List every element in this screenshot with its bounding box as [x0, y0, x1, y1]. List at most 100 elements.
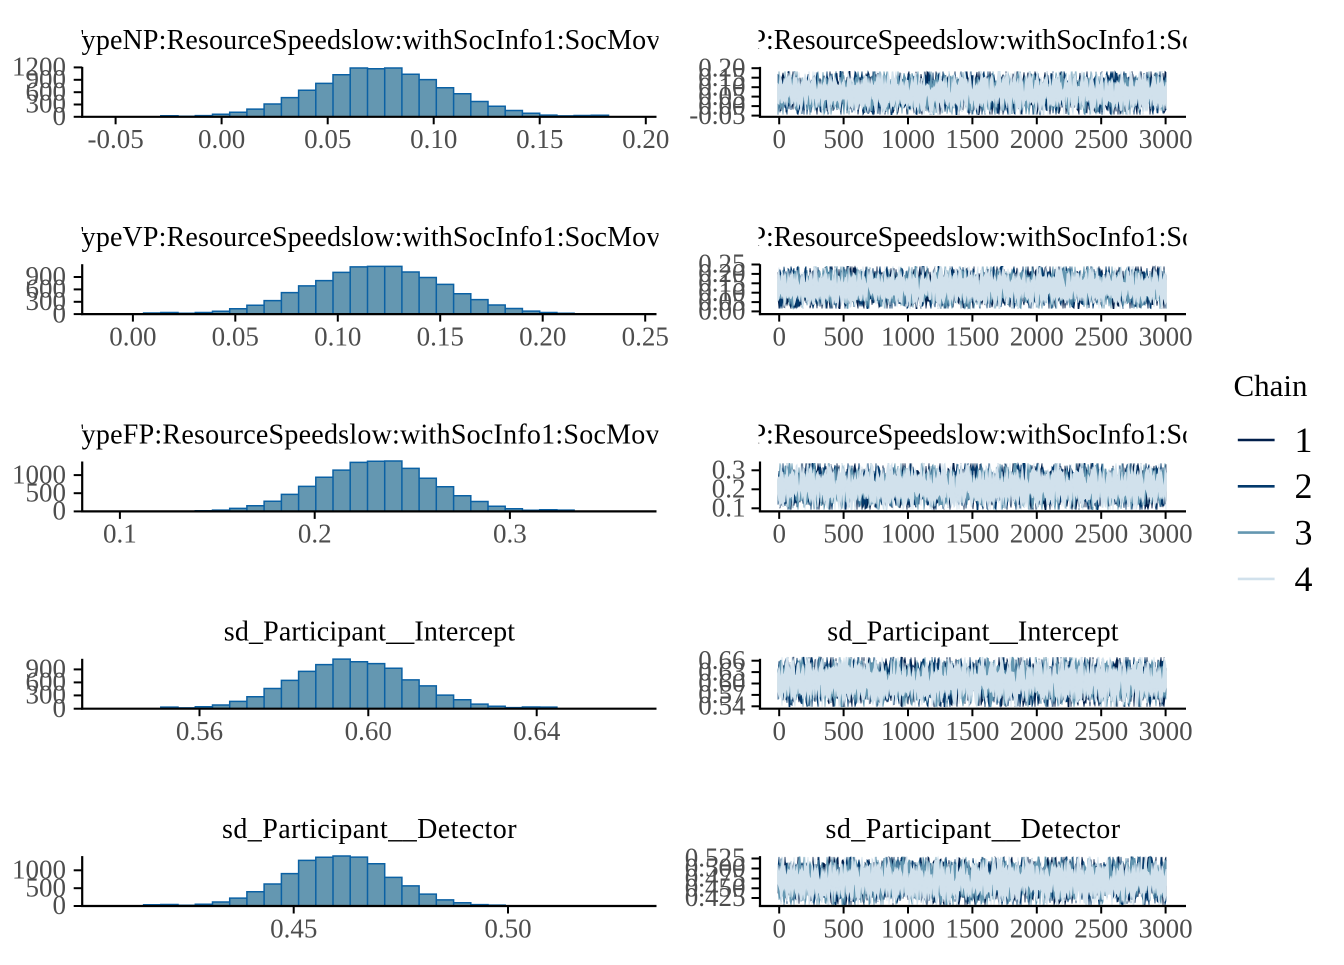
svg-text:0.10: 0.10	[698, 277, 745, 307]
svg-text:0.525: 0.525	[685, 843, 746, 873]
svg-text:0.60: 0.60	[345, 716, 392, 746]
svg-text:2500: 2500	[1074, 913, 1128, 943]
svg-text:b_TrialTypeFP:ResourceSpeedslo: b_TrialTypeFP:ResourceSpeedslow:withSocI…	[598, 419, 1287, 450]
svg-text:0.15: 0.15	[698, 62, 745, 92]
svg-text:900: 900	[26, 654, 67, 684]
svg-text:2000: 2000	[1010, 716, 1064, 746]
svg-text:1000: 1000	[881, 519, 935, 549]
svg-text:0.15: 0.15	[417, 321, 464, 351]
svg-text:2000: 2000	[1010, 321, 1064, 351]
svg-text:3: 3	[1295, 513, 1313, 553]
svg-text:b_TrialTypeVP:ResourceSpeedslo: b_TrialTypeVP:ResourceSpeedslow:withSocI…	[594, 222, 1288, 253]
svg-text:600: 600	[26, 76, 67, 106]
svg-text:1500: 1500	[945, 321, 999, 351]
svg-text:0.20: 0.20	[622, 124, 669, 154]
svg-text:0.20: 0.20	[698, 258, 745, 288]
svg-text:b_TrialTypeNP:ResourceSpeedslo: b_TrialTypeNP:ResourceSpeedslow:withSocI…	[594, 25, 1288, 56]
svg-text:0.05: 0.05	[698, 81, 745, 111]
svg-text:2: 2	[1295, 466, 1313, 506]
svg-text:0.25: 0.25	[698, 249, 745, 279]
svg-text:0.425: 0.425	[685, 882, 746, 912]
svg-text:sd_Participant__Intercept: sd_Participant__Intercept	[827, 617, 1119, 648]
svg-text:1000: 1000	[881, 913, 935, 943]
svg-text:0.00: 0.00	[109, 321, 156, 351]
svg-text:2000: 2000	[1010, 519, 1064, 549]
svg-text:0.54: 0.54	[698, 691, 746, 721]
svg-text:0: 0	[53, 693, 67, 723]
svg-text:0.20: 0.20	[698, 52, 745, 82]
svg-text:0.57: 0.57	[698, 679, 745, 709]
svg-text:1: 1	[1295, 420, 1313, 460]
svg-text:0.10: 0.10	[410, 124, 457, 154]
svg-text:2500: 2500	[1074, 124, 1128, 154]
svg-text:0.500: 0.500	[685, 853, 746, 883]
svg-text:2500: 2500	[1074, 321, 1128, 351]
svg-text:sd_Participant__Intercept: sd_Participant__Intercept	[224, 617, 516, 648]
svg-text:0.1: 0.1	[103, 519, 137, 549]
svg-text:0: 0	[772, 519, 786, 549]
svg-text:0.60: 0.60	[698, 668, 745, 698]
svg-text:2500: 2500	[1074, 716, 1128, 746]
svg-text:Chain: Chain	[1233, 368, 1308, 403]
svg-text:0.45: 0.45	[270, 913, 317, 943]
svg-text:1500: 1500	[945, 913, 999, 943]
svg-text:-0.05: -0.05	[87, 124, 143, 154]
svg-text:900: 900	[26, 261, 67, 291]
svg-text:600: 600	[26, 274, 67, 304]
svg-text:0.63: 0.63	[698, 656, 745, 686]
svg-text:b_TrialTypeNP:ResourceSpeedslo: b_TrialTypeNP:ResourceSpeedslow:withSocI…	[0, 25, 687, 56]
svg-text:3000: 3000	[1139, 321, 1193, 351]
svg-text:0: 0	[772, 321, 786, 351]
svg-text:0.10: 0.10	[698, 71, 745, 101]
svg-text:1000: 1000	[881, 321, 935, 351]
svg-text:0.450: 0.450	[685, 873, 746, 903]
svg-text:0.25: 0.25	[622, 321, 669, 351]
svg-text:0.05: 0.05	[212, 321, 259, 351]
svg-text:500: 500	[823, 124, 864, 154]
svg-text:0.56: 0.56	[176, 716, 223, 746]
svg-text:0.00: 0.00	[198, 124, 245, 154]
svg-text:0.475: 0.475	[685, 863, 746, 893]
svg-text:3000: 3000	[1139, 519, 1193, 549]
svg-text:0.2: 0.2	[298, 519, 332, 549]
svg-text:0.15: 0.15	[516, 124, 563, 154]
svg-text:500: 500	[26, 872, 67, 902]
svg-text:0.20: 0.20	[519, 321, 566, 351]
svg-text:0.66: 0.66	[698, 645, 745, 675]
svg-text:-0.05: -0.05	[689, 100, 745, 130]
svg-text:0: 0	[53, 496, 67, 526]
svg-text:0.05: 0.05	[698, 286, 745, 316]
svg-text:500: 500	[823, 321, 864, 351]
svg-text:0.50: 0.50	[484, 913, 531, 943]
svg-text:500: 500	[823, 913, 864, 943]
svg-text:0: 0	[772, 716, 786, 746]
svg-text:1000: 1000	[12, 459, 66, 489]
svg-text:0.3: 0.3	[712, 455, 746, 485]
svg-text:300: 300	[26, 89, 67, 119]
svg-text:sd_Participant__Detector: sd_Participant__Detector	[222, 814, 517, 845]
svg-text:0: 0	[53, 890, 67, 920]
svg-text:0.64: 0.64	[513, 716, 561, 746]
svg-text:4: 4	[1295, 559, 1313, 599]
svg-text:900: 900	[26, 64, 67, 94]
svg-text:1500: 1500	[945, 124, 999, 154]
svg-text:1000: 1000	[12, 855, 66, 885]
svg-text:1500: 1500	[945, 716, 999, 746]
svg-text:1000: 1000	[881, 716, 935, 746]
svg-text:500: 500	[823, 716, 864, 746]
svg-text:0: 0	[772, 124, 786, 154]
svg-text:0.00: 0.00	[698, 90, 745, 120]
svg-text:1000: 1000	[881, 124, 935, 154]
svg-text:0.1: 0.1	[712, 493, 746, 523]
svg-text:3000: 3000	[1139, 124, 1193, 154]
svg-text:2000: 2000	[1010, 913, 1064, 943]
svg-text:500: 500	[823, 519, 864, 549]
svg-text:300: 300	[26, 286, 67, 316]
svg-text:b_TrialTypeVP:ResourceSpeedslo: b_TrialTypeVP:ResourceSpeedslow:withSocI…	[0, 222, 687, 253]
svg-text:0.10: 0.10	[314, 321, 361, 351]
svg-text:0: 0	[53, 298, 67, 328]
svg-text:0.05: 0.05	[304, 124, 351, 154]
svg-text:300: 300	[26, 680, 67, 710]
svg-text:500: 500	[26, 477, 67, 507]
svg-text:0.2: 0.2	[712, 474, 746, 504]
